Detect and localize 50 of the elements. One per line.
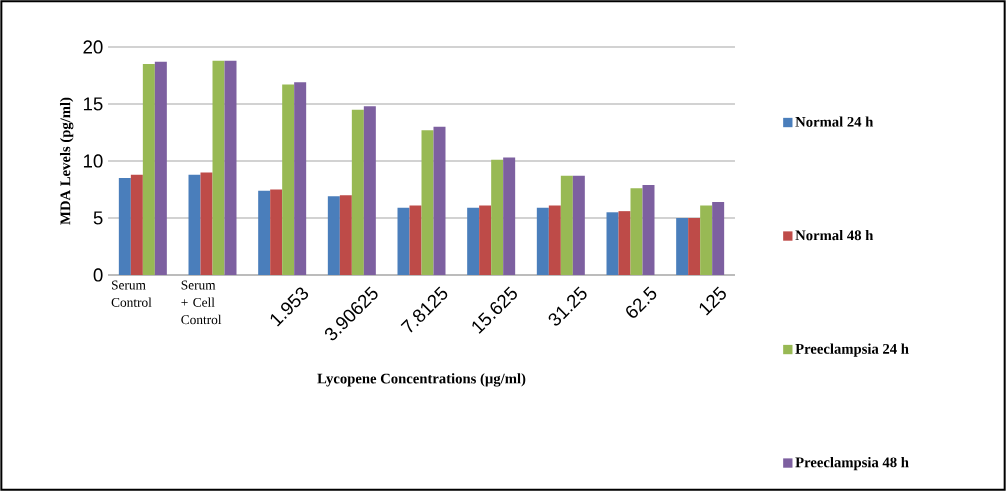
bar [572,175,585,275]
bar [397,207,410,275]
y-tick-label: 0 [93,268,103,282]
bar [200,172,213,275]
x-tick-label: 125 [699,286,726,316]
bar [560,175,573,275]
y-tick-label: 5 [93,211,103,225]
bar [479,205,492,275]
bar [700,205,713,275]
bar [118,178,131,275]
bar [363,106,376,275]
legend-label: Normal 48 h [795,229,874,241]
bar [421,130,434,275]
bar [548,205,561,275]
legend-label: Preeclampsia 48 h [795,456,909,471]
bar [433,126,446,275]
bar [294,82,307,275]
bar [327,196,340,275]
bar [224,60,237,275]
bar [409,205,422,275]
bar [491,159,504,275]
bar [212,60,225,275]
legend-label: Normal 24 h [795,116,874,127]
bar [188,174,201,275]
bar [606,212,619,275]
bar [676,217,689,275]
x-tick-label: Serum Control [111,280,152,307]
bar [618,211,631,275]
y-axis-title: MDA Levels (pg/ml) [59,97,74,225]
bar [258,190,271,275]
bar [688,217,701,275]
bar [130,174,143,275]
bar [351,109,364,275]
bar [642,184,655,275]
bar [142,64,155,275]
bar [270,189,283,275]
legend-label: Preeclampsia 24 h [795,343,909,357]
y-tick-label: 15 [83,97,103,111]
x-axis-title: Lycopene Concentrations (µg/ml) [317,373,526,387]
bar [339,195,352,275]
bar [712,202,725,275]
bar [154,61,167,275]
y-tick-label: 10 [83,154,103,168]
bar [503,157,516,275]
bar [467,207,480,275]
bar [536,207,549,275]
x-tick-label: Serum + Cell Control [181,280,222,325]
y-tick-label: 20 [83,40,103,54]
bar [630,188,643,275]
bar [282,84,295,275]
